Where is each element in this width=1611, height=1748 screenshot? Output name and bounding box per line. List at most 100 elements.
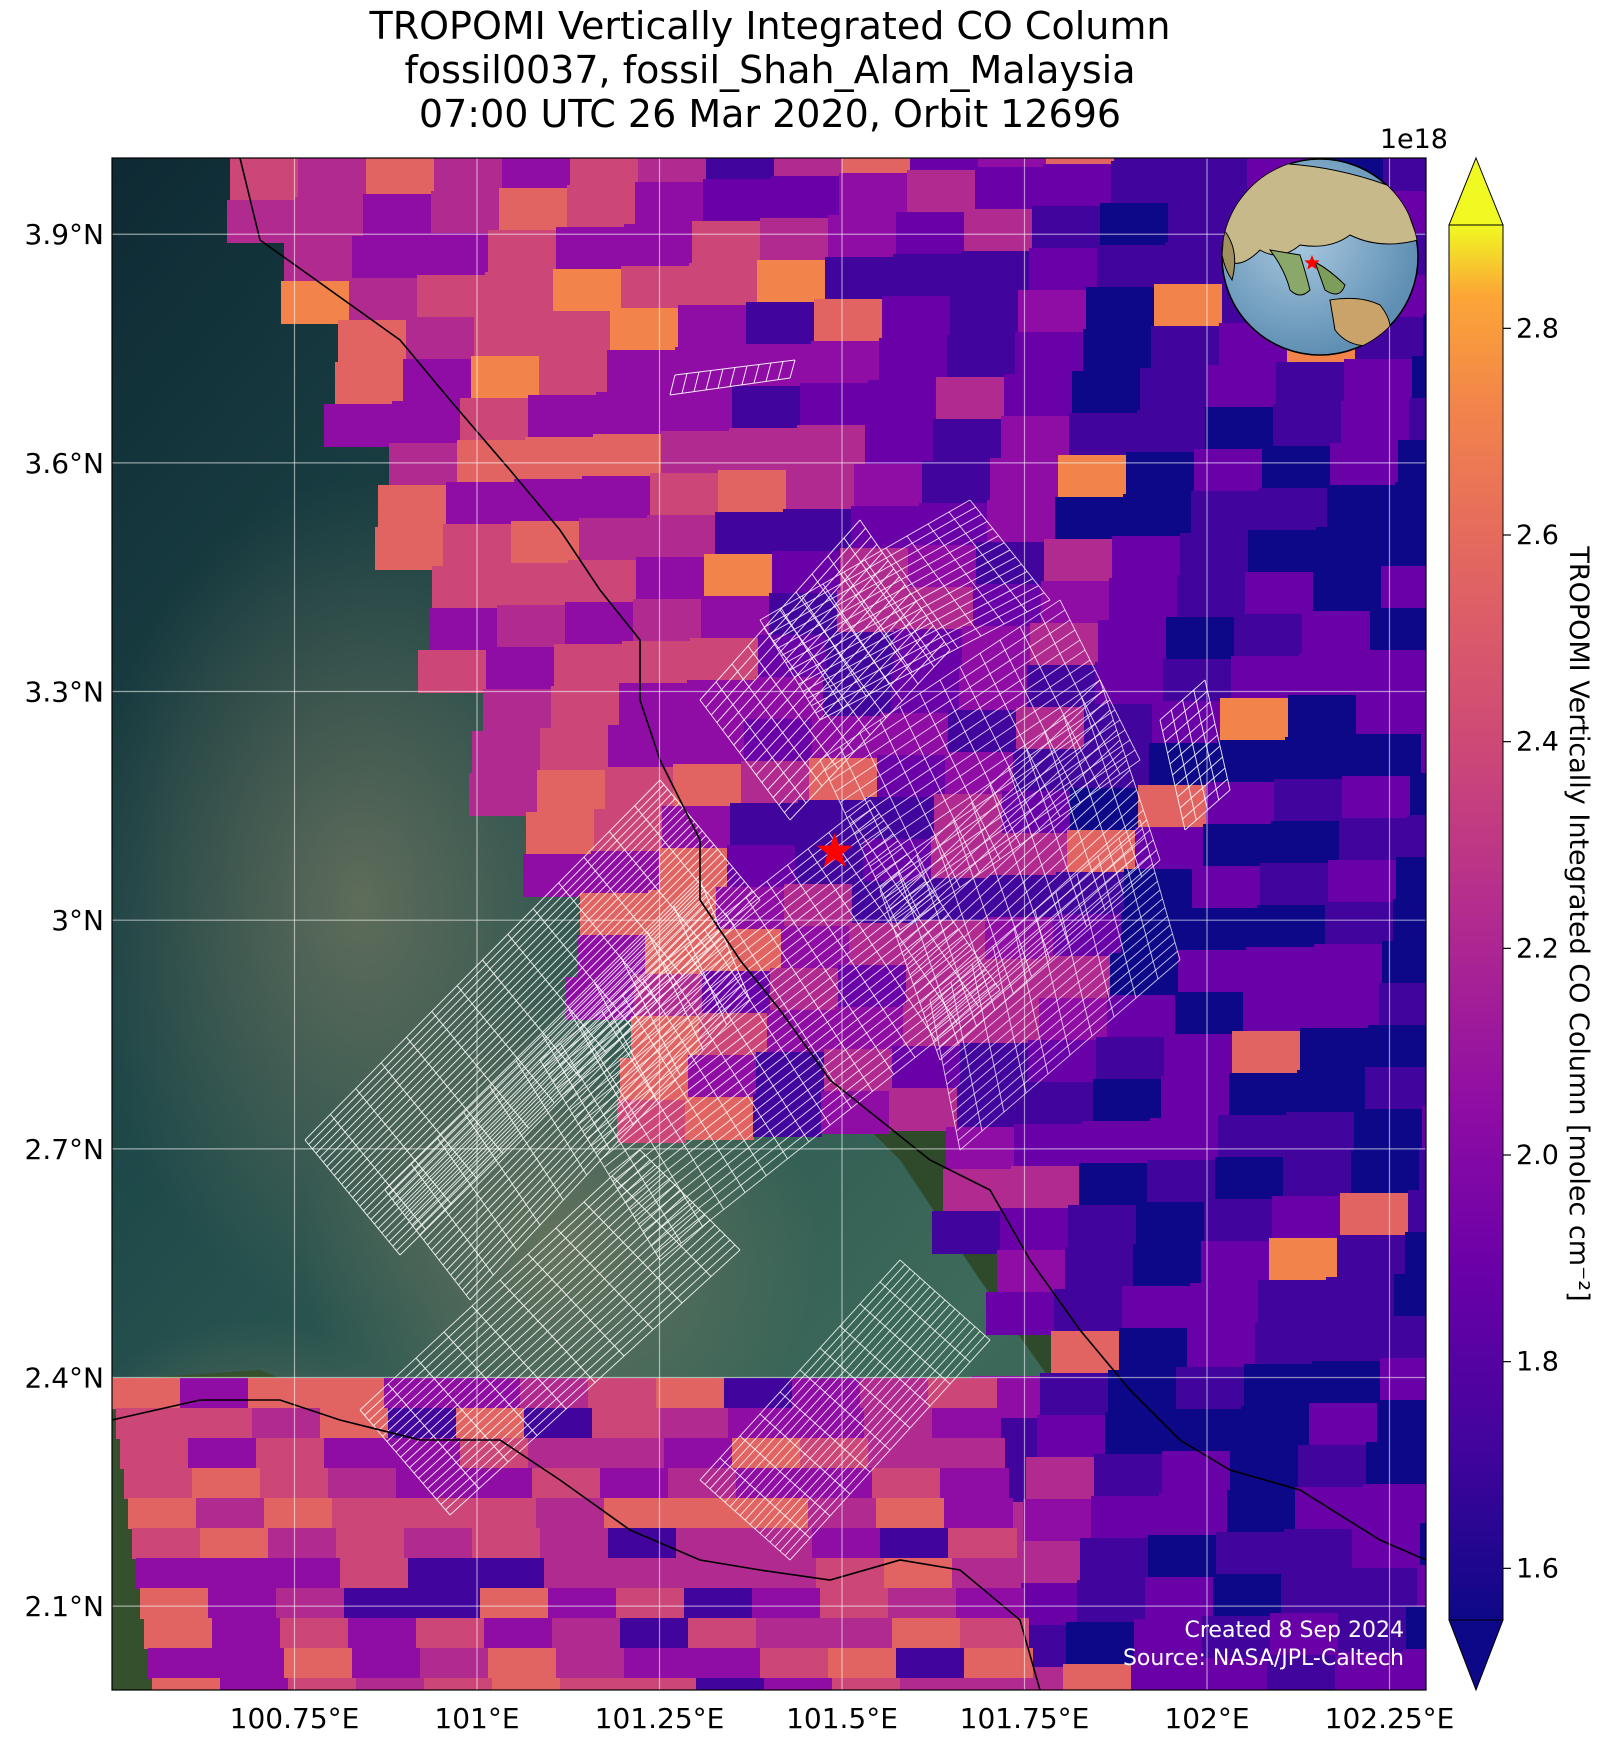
co-pixel	[1363, 1484, 1426, 1527]
co-pixel	[812, 716, 881, 759]
co-pixel	[196, 1498, 265, 1529]
footprint-grid	[539, 799, 1001, 1261]
co-pixel	[968, 1678, 1037, 1690]
x-tick-label: 101.75°E	[960, 1702, 1090, 1735]
co-pixel	[420, 233, 489, 276]
co-pixel	[687, 680, 756, 723]
co-pixel	[619, 683, 688, 726]
co-pixel	[1548, 350, 1611, 393]
co-pixel	[389, 443, 458, 486]
co-pixel	[469, 773, 538, 816]
co-pixel	[1338, 1610, 1407, 1653]
co-pixel	[928, 1378, 997, 1409]
y-tick-label: 3°N	[51, 904, 104, 937]
co-pixel	[1531, 476, 1600, 519]
co-pixel	[1344, 359, 1413, 402]
co-pixel	[786, 467, 855, 510]
co-pixel	[635, 182, 704, 225]
colorbar-tick-label: 2.0	[1516, 1140, 1559, 1171]
co-pixel	[1206, 782, 1275, 825]
co-pixel	[1421, 731, 1426, 774]
co-pixel	[485, 272, 554, 315]
co-pixel	[1093, 1079, 1162, 1122]
co-pixel	[556, 1648, 625, 1679]
co-pixel	[540, 1528, 609, 1559]
co-pixel	[770, 968, 839, 1011]
title-line-2: fossil0037, fossil_Shah_Alam_Malaysia	[404, 48, 1136, 92]
colorbar-tick-label: 2.4	[1516, 727, 1559, 758]
co-pixel	[1018, 290, 1087, 333]
y-tick-label: 2.1°N	[25, 1590, 104, 1623]
co-pixel	[432, 566, 501, 609]
co-pixel	[1323, 1319, 1392, 1362]
co-pixel	[472, 731, 541, 774]
co-pixel	[828, 215, 897, 258]
co-pixel	[1311, 986, 1380, 1029]
figure-title: TROPOMI Vertically Integrated CO Column …	[0, 4, 1540, 136]
co-pixel	[340, 1558, 409, 1589]
co-pixel	[188, 1438, 257, 1469]
co-pixel	[842, 158, 911, 174]
co-pixel	[1253, 1739, 1322, 1748]
co-pixel	[757, 260, 826, 303]
co-pixel	[338, 320, 407, 363]
co-pixel	[1097, 245, 1166, 288]
co-pixel	[1190, 1283, 1259, 1326]
co-pixel	[1159, 1493, 1228, 1536]
co-pixel	[1012, 1541, 1081, 1584]
co-pixel	[624, 1648, 693, 1679]
co-pixel	[660, 1408, 729, 1439]
co-pixel	[492, 1678, 561, 1690]
footprint-grid	[759, 499, 1051, 721]
co-pixel	[1270, 1613, 1339, 1656]
co-pixel	[180, 1378, 249, 1409]
co-pixel	[582, 476, 651, 519]
co-pixel	[952, 1558, 1021, 1589]
co-pixel	[551, 686, 620, 729]
co-pixel	[552, 1618, 621, 1649]
co-pixel	[891, 671, 960, 714]
co-pixel	[375, 527, 444, 570]
y-tick-label: 2.7°N	[25, 1133, 104, 1166]
co-pixel	[352, 1648, 421, 1679]
x-tick-label: 100.75°E	[230, 1702, 360, 1735]
co-pixel	[268, 1528, 337, 1559]
co-pixel	[1230, 1448, 1299, 1491]
co-pixel	[284, 1648, 353, 1679]
co-pixel	[1166, 617, 1235, 660]
co-pixel	[1327, 485, 1396, 528]
co-pixel	[922, 461, 991, 504]
co-pixel	[868, 1438, 937, 1469]
co-pixel	[472, 1528, 541, 1559]
co-pixel	[1109, 578, 1178, 621]
co-pixel	[1424, 689, 1426, 732]
co-pixel	[144, 1618, 213, 1649]
co-pixel	[622, 641, 691, 684]
co-pixel	[124, 1468, 193, 1499]
co-pixel	[1147, 1160, 1216, 1203]
co-pixel	[1161, 1076, 1230, 1119]
co-pixel	[553, 269, 622, 312]
co-pixel	[1454, 104, 1523, 147]
co-pixel	[1080, 1538, 1149, 1581]
co-pixel	[676, 722, 745, 765]
co-pixel	[112, 1378, 181, 1409]
co-pixel	[208, 1588, 277, 1619]
co-pixel	[1262, 446, 1331, 489]
co-pixel	[284, 239, 353, 282]
co-pixel	[821, 1091, 890, 1134]
co-pixel	[1299, 653, 1368, 696]
co-pixel	[1267, 1655, 1336, 1690]
co-pixel	[633, 599, 702, 642]
co-pixel	[732, 1438, 801, 1469]
co-pixel	[120, 1438, 189, 1469]
footprint-grid	[1159, 679, 1231, 831]
co-pixel	[528, 1438, 597, 1469]
co-pixel	[940, 1468, 1009, 1499]
co-pixel	[610, 308, 679, 351]
co-pixel	[1314, 944, 1383, 987]
co-pixel	[524, 1408, 593, 1439]
co-pixel	[1096, 1037, 1165, 1080]
co-pixel	[688, 1618, 757, 1649]
co-pixel	[1175, 992, 1244, 1035]
